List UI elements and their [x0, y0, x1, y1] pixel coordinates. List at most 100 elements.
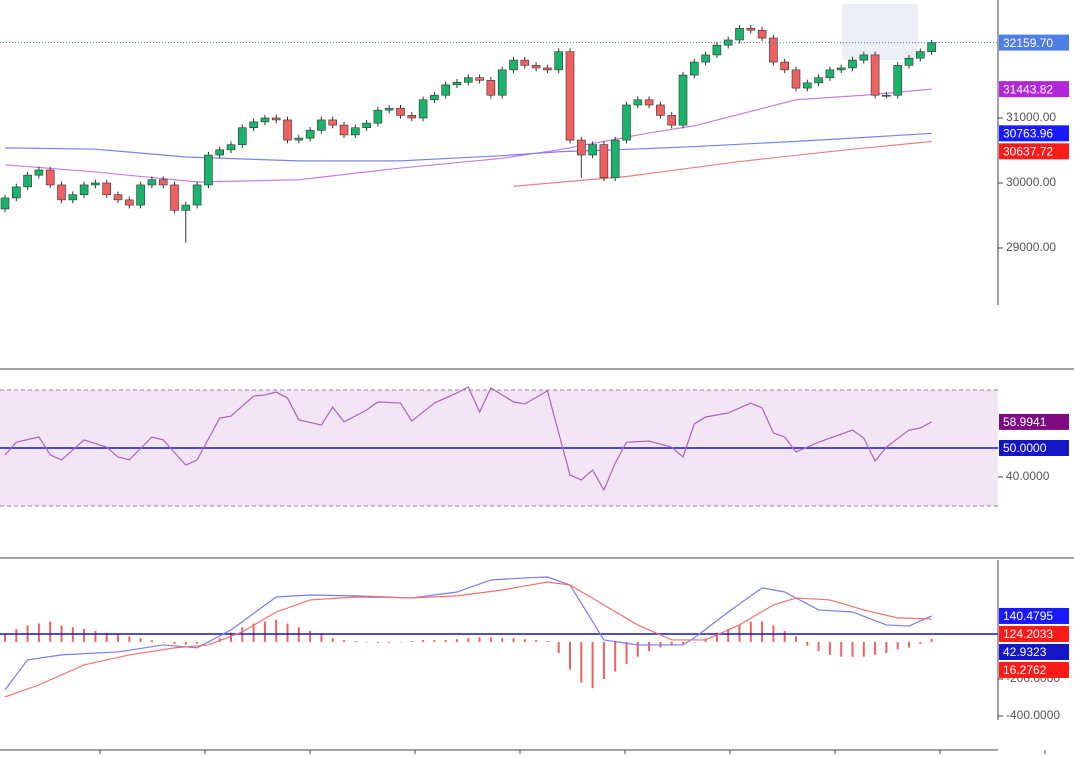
candle-body [927, 42, 936, 52]
candle-body [249, 121, 258, 129]
candle-body [418, 99, 428, 119]
value-label: 42.9323 [1003, 645, 1047, 659]
value-label-box [999, 440, 1069, 457]
histogram-bar [523, 639, 526, 642]
histogram-bar [150, 640, 153, 642]
histogram-bar [670, 641, 673, 646]
macd-line [4, 581, 932, 698]
candle-body [599, 144, 609, 179]
y-tick-label: 29000.00 [1006, 240, 1056, 254]
candle-body [452, 81, 462, 86]
histogram-bar [512, 638, 515, 642]
candle-body [0, 197, 10, 210]
candle-body [543, 67, 552, 71]
histogram-bar [580, 641, 583, 683]
value-label-box [999, 143, 1069, 160]
candle-body [723, 39, 733, 46]
histogram-bar [15, 629, 18, 642]
candle-body [836, 67, 846, 71]
candle-body [644, 99, 654, 106]
value-label: 30763.96 [1003, 126, 1053, 140]
histogram-bar [591, 641, 594, 689]
candle-body [667, 115, 677, 126]
candle-body [362, 122, 371, 129]
y-tick-label: 30000.00 [1006, 175, 1056, 189]
candle-body [678, 74, 688, 126]
candle-body [57, 184, 66, 201]
histogram-bar [162, 641, 165, 643]
candle-body [656, 104, 665, 116]
histogram-bar [806, 641, 809, 646]
histogram-bar [184, 641, 187, 645]
histogram-bar [478, 637, 481, 642]
histogram-bar [715, 632, 718, 642]
value-label: 124.2033 [1003, 627, 1053, 641]
histogram-bar [908, 641, 910, 648]
candle-body [633, 99, 643, 106]
histogram-bar [874, 641, 877, 655]
histogram-bar [761, 621, 764, 642]
candle-body [102, 182, 111, 195]
candle-body [317, 119, 326, 131]
candle-body [576, 139, 586, 156]
histogram-bar [569, 641, 571, 670]
candle-body [780, 61, 790, 71]
candle-body [294, 137, 304, 141]
value-label-box [999, 413, 1069, 430]
candle-body [238, 127, 247, 145]
value-label: 58.9941 [1003, 415, 1047, 429]
histogram-bar [930, 638, 933, 642]
value-label-box [999, 81, 1069, 98]
value-label-box [999, 625, 1069, 642]
histogram-bar [252, 623, 255, 642]
candle-body [158, 179, 168, 186]
histogram-bar [399, 641, 402, 643]
blurred-overlay [842, 4, 918, 60]
histogram-bar [444, 640, 447, 642]
candle-body [554, 51, 564, 71]
candle-body [915, 51, 925, 59]
histogram-bar [625, 641, 628, 665]
candle-body [486, 79, 496, 96]
candle-body [825, 69, 835, 78]
candle-body [23, 174, 32, 188]
candle-body [407, 115, 417, 119]
histogram-bar [795, 636, 797, 642]
value-label: 31443.82 [1003, 82, 1053, 96]
candle-body [339, 124, 349, 136]
value-label: 140.4795 [1003, 609, 1053, 623]
candle-body [305, 130, 315, 139]
histogram-bar [851, 641, 854, 657]
histogram-bar [693, 641, 696, 643]
histogram-bar [828, 641, 831, 655]
rsi-line [4, 386, 932, 492]
candle-body [814, 77, 823, 84]
histogram-bar [117, 634, 119, 642]
histogram-bar [682, 641, 684, 644]
candle-body [870, 54, 880, 96]
histogram-bar [37, 623, 40, 642]
candle-body [893, 65, 903, 96]
histogram-bar [817, 641, 820, 652]
histogram-bar [557, 641, 560, 654]
candle-body [68, 194, 78, 201]
candle-body [215, 149, 224, 156]
moving-average [4, 88, 932, 183]
histogram-bar [4, 634, 6, 642]
moving-average [513, 140, 932, 187]
histogram-bar [614, 641, 617, 672]
histogram-bar [49, 621, 52, 642]
histogram-bar [173, 641, 176, 644]
histogram-bar [105, 632, 108, 642]
candle-body [12, 186, 21, 199]
histogram-bar [196, 641, 199, 644]
value-label-box [999, 607, 1069, 624]
candle-body [712, 44, 722, 56]
candle-body [475, 77, 484, 81]
candle-body [769, 37, 778, 63]
candle-body [283, 119, 292, 141]
candle-body [904, 57, 914, 66]
y-tick-label: 31000.00 [1006, 110, 1056, 124]
